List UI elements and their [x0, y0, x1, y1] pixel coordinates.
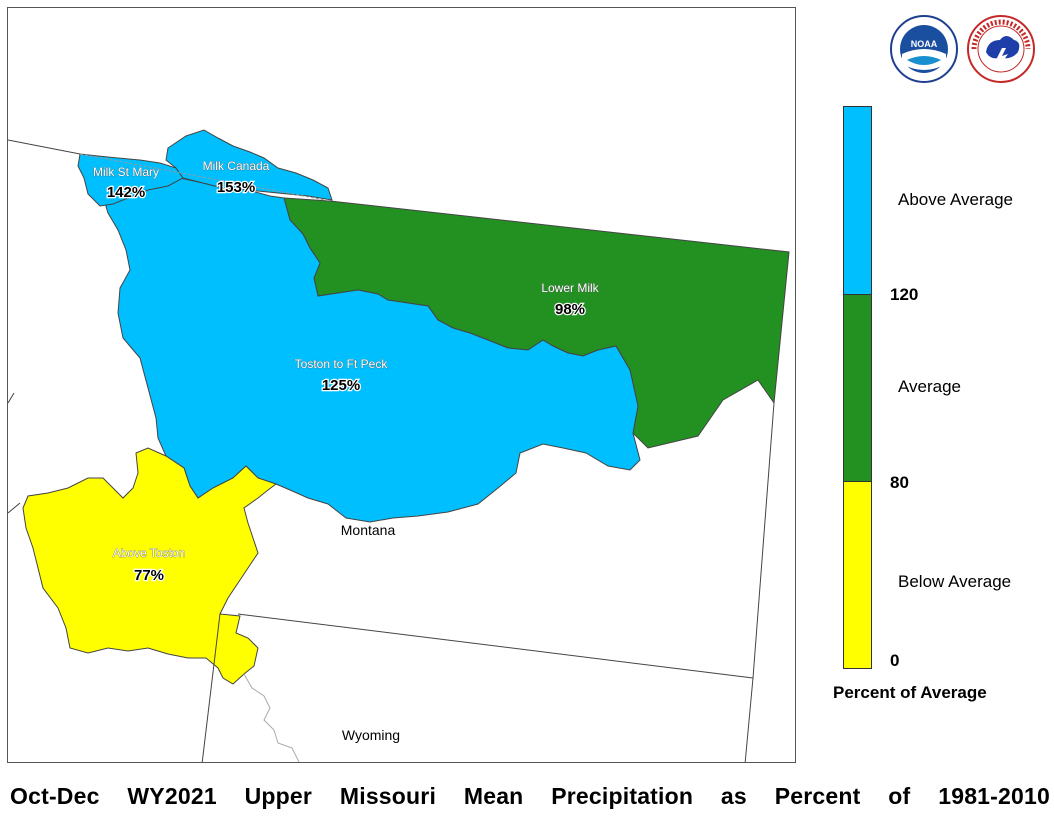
basin-percent-milk-canada: 153% — [217, 179, 255, 196]
legend-label-below: Below Average — [898, 572, 1012, 591]
basin-milk-st-mary[interactable] — [77, 153, 184, 207]
state-boundary-idaho-wyoming — [201, 613, 221, 762]
legend-label-above: Above Average — [898, 190, 1013, 209]
state-label-montana: Montana — [341, 522, 396, 538]
noaa-logo: NOAA — [889, 14, 959, 84]
basin-label-milk-canada: Milk Canada — [203, 159, 270, 173]
basin-percent-above-toston: 77% — [134, 567, 164, 584]
map-panel: Milk St Mary 142% Milk Canada 153% Lower… — [7, 7, 796, 763]
border-line — [8, 139, 81, 155]
river-trace — [243, 673, 300, 762]
basin-label-lower-milk: Lower Milk — [541, 281, 599, 295]
basin-label-toston-to-ft-peck: Toston to Ft Peck — [295, 357, 389, 371]
noaa-logo-text: NOAA — [911, 39, 938, 49]
basin-above-toston[interactable] — [22, 447, 278, 685]
legend-title: Percent of Average — [833, 683, 987, 702]
basin-map — [8, 129, 790, 762]
legend-tick-0: 0 — [890, 651, 900, 670]
legend-swatch-average — [843, 294, 872, 482]
border-line-dashed — [79, 153, 331, 202]
basin-label-above-toston: Above Toston — [113, 546, 186, 560]
basin-label-milk-st-mary: Milk St Mary — [93, 165, 159, 179]
nws-logo — [966, 14, 1036, 84]
legend-tick-80: 80 — [890, 473, 909, 492]
state-boundary-montana-south — [237, 613, 754, 679]
state-label-wyoming: Wyoming — [342, 727, 400, 743]
basin-percent-milk-st-mary: 142% — [107, 184, 145, 201]
legend-tick-120: 120 — [890, 285, 919, 304]
basin-milk-canada[interactable] — [165, 129, 333, 201]
basin-percent-lower-milk: 98% — [555, 301, 585, 318]
legend-swatch-below — [843, 481, 872, 669]
state-boundary-montana-east — [752, 402, 775, 679]
state-boundary-west-stub — [8, 392, 21, 514]
legend-label-average: Average — [898, 377, 962, 396]
map-caption: Oct-Dec WY2021 Upper Missouri Mean Preci… — [10, 783, 1050, 809]
state-boundary-wyoming-east — [744, 677, 754, 762]
legend-swatch-above — [843, 106, 872, 295]
basin-percent-toston-to-ft-peck: 125% — [322, 377, 360, 394]
map-labels: Milk St Mary 142% Milk Canada 153% Lower… — [93, 159, 600, 743]
